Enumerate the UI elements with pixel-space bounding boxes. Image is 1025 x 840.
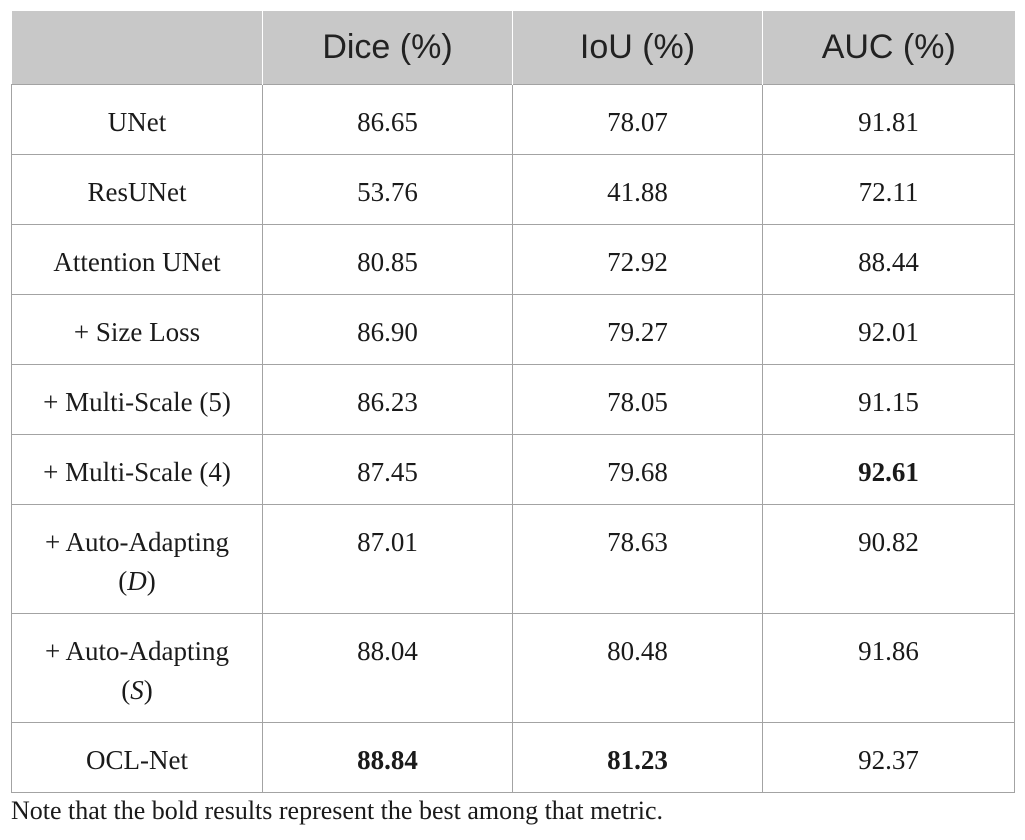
auc-cell: 92.01 — [762, 294, 1015, 365]
table-note: Note that the bold results represent the… — [11, 796, 663, 825]
method-name: + Multi-Scale (4) — [43, 457, 231, 487]
method-name: OCL-Net — [86, 745, 188, 775]
table-row: + Multi-Scale (5) 86.23 78.05 91.15 — [11, 364, 1015, 435]
iou-cell: 79.68 — [512, 434, 763, 505]
auc-cell: 92.37 — [762, 722, 1015, 793]
dice-cell: 87.01 — [262, 504, 513, 614]
table-header: Dice (%) IoU (%) AUC (%) — [11, 11, 1015, 85]
dice-cell: 86.90 — [262, 294, 513, 365]
method-cell: + Multi-Scale (5) — [11, 364, 263, 435]
dice-cell: 53.76 — [262, 154, 513, 225]
method-name: + Auto-Adapting — [45, 527, 229, 557]
method-name: UNet — [107, 107, 167, 137]
auc-cell: 90.82 — [762, 504, 1015, 614]
method-cell: + Size Loss — [11, 294, 263, 365]
method-name: + Multi-Scale (5) — [43, 387, 231, 417]
iou-cell: 81.23 — [512, 722, 763, 793]
iou-cell: 80.48 — [512, 613, 763, 723]
auc-cell: 72.11 — [762, 154, 1015, 225]
method-cell: + Auto-Adapting (D) — [11, 504, 263, 614]
auc-cell: 92.61 — [762, 434, 1015, 505]
method-cell: Attention UNet — [11, 224, 263, 295]
table-row: + Auto-Adapting (S) 88.04 80.48 91.86 — [11, 613, 1015, 723]
method-cell: + Multi-Scale (4) — [11, 434, 263, 505]
results-table: Dice (%) IoU (%) AUC (%) UNet 86.65 78.07 9… — [11, 11, 1015, 793]
header-method — [11, 11, 263, 85]
header-iou: IoU (%) — [512, 11, 763, 85]
iou-cell: 41.88 — [512, 154, 763, 225]
header-auc: AUC (%) — [762, 11, 1015, 85]
method-name: + Auto-Adapting — [45, 636, 229, 666]
dice-cell: 80.85 — [262, 224, 513, 295]
auc-cell: 91.81 — [762, 84, 1015, 155]
table-row: + Size Loss 86.90 79.27 92.01 — [11, 294, 1015, 365]
table-body: UNet 86.65 78.07 91.81 ResUNet 53.76 41.88 72.1… — [11, 84, 1015, 793]
dice-cell: 88.04 — [262, 613, 513, 723]
table-row: Attention UNet 80.85 72.92 88.44 — [11, 224, 1015, 295]
iou-cell: 78.63 — [512, 504, 763, 614]
table-row: + Auto-Adapting (D) 87.01 78.63 90.82 — [11, 504, 1015, 614]
dice-cell: 86.23 — [262, 364, 513, 435]
dice-cell: 87.45 — [262, 434, 513, 505]
auc-cell: 91.15 — [762, 364, 1015, 435]
header-row: Dice (%) IoU (%) AUC (%) — [11, 11, 1015, 85]
iou-cell: 78.07 — [512, 84, 763, 155]
method-variant: D — [127, 566, 147, 596]
method-name: + Size Loss — [73, 317, 201, 347]
auc-cell: 91.86 — [762, 613, 1015, 723]
iou-cell: 72.92 — [512, 224, 763, 295]
method-cell: ResUNet — [11, 154, 263, 225]
table-row: ResUNet 53.76 41.88 72.11 — [11, 154, 1015, 225]
iou-cell: 78.05 — [512, 364, 763, 435]
dice-cell: 86.65 — [262, 84, 513, 155]
method-cell: UNet — [11, 84, 263, 155]
method-variant: S — [130, 675, 144, 705]
table-row: OCL-Net 88.84 81.23 92.37 — [11, 722, 1015, 793]
method-name: Attention UNet — [53, 247, 221, 277]
iou-cell: 79.27 — [512, 294, 763, 365]
method-cell: OCL-Net — [11, 722, 263, 793]
header-dice: Dice (%) — [262, 11, 513, 85]
method-name: ResUNet — [87, 177, 187, 207]
auc-cell: 88.44 — [762, 224, 1015, 295]
dice-cell: 88.84 — [262, 722, 513, 793]
method-cell: + Auto-Adapting (S) — [11, 613, 263, 723]
table-row: + Multi-Scale (4) 87.45 79.68 92.61 — [11, 434, 1015, 505]
table-row: UNet 86.65 78.07 91.81 — [11, 84, 1015, 155]
